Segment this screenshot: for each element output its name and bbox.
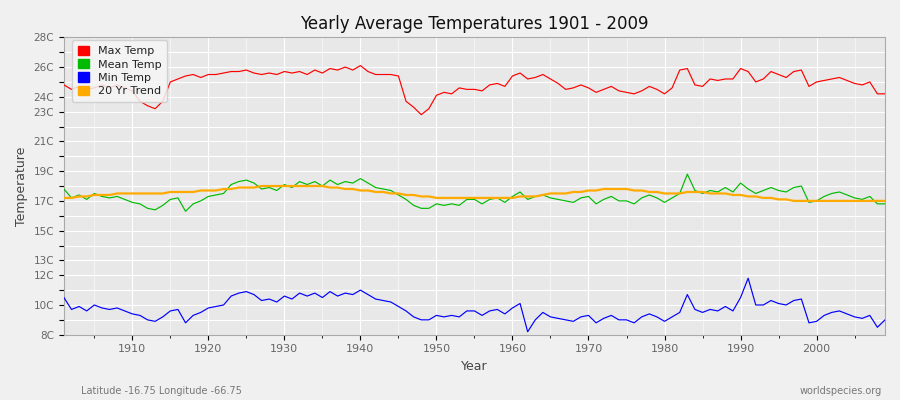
Y-axis label: Temperature: Temperature [15,146,28,226]
Title: Yearly Average Temperatures 1901 - 2009: Yearly Average Temperatures 1901 - 2009 [301,15,649,33]
Legend: Max Temp, Mean Temp, Min Temp, 20 Yr Trend: Max Temp, Mean Temp, Min Temp, 20 Yr Tre… [72,40,166,102]
Text: Latitude -16.75 Longitude -66.75: Latitude -16.75 Longitude -66.75 [81,386,242,396]
Text: worldspecies.org: worldspecies.org [800,386,882,396]
X-axis label: Year: Year [461,360,488,373]
